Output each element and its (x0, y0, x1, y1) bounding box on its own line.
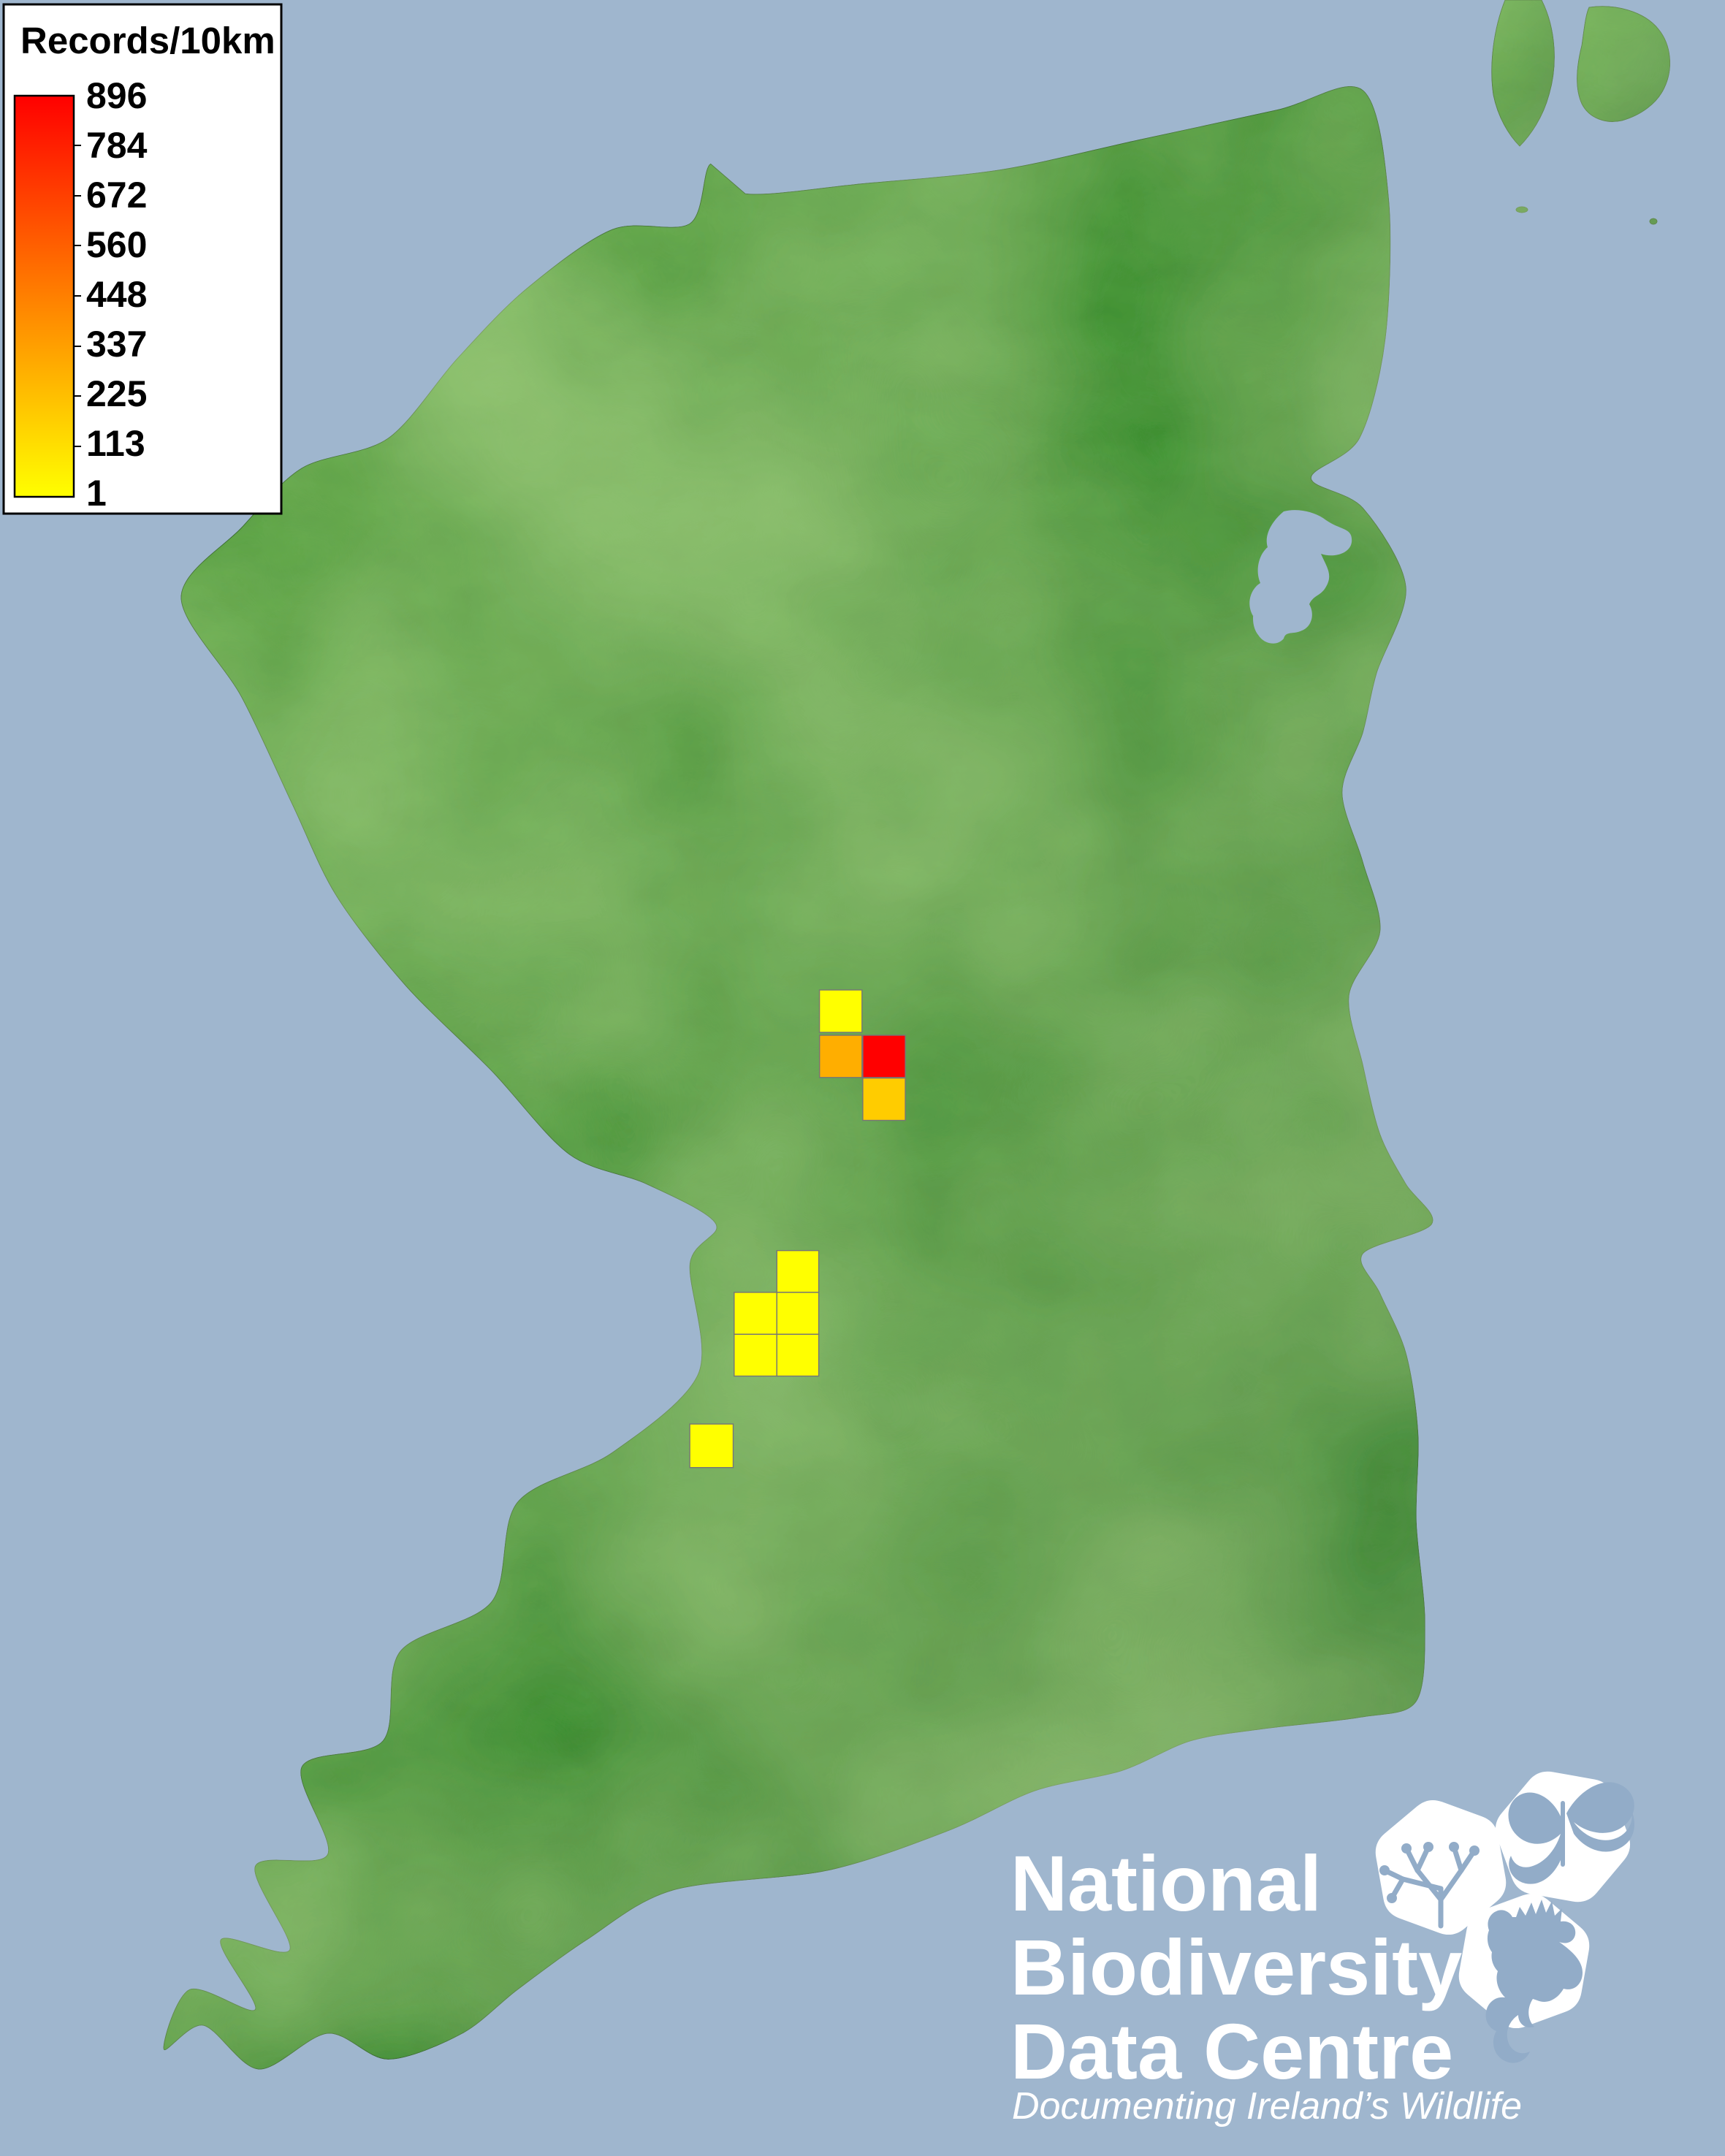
svg-text:Data Centre: Data Centre (1010, 2007, 1453, 2095)
svg-text:896: 896 (86, 75, 147, 116)
svg-text:225: 225 (86, 373, 147, 414)
svg-text:National: National (1010, 1839, 1322, 1927)
svg-text:Documenting Ireland’s Wildlife: Documenting Ireland’s Wildlife (1012, 2085, 1522, 2128)
svg-text:448: 448 (86, 274, 147, 315)
svg-text:560: 560 (86, 224, 147, 265)
svg-text:113: 113 (86, 423, 145, 464)
svg-text:Biodiversity: Biodiversity (1010, 1923, 1462, 2011)
svg-text:1: 1 (86, 473, 107, 514)
svg-text:784: 784 (86, 125, 148, 166)
svg-text:Records/10km: Records/10km (20, 20, 275, 61)
svg-text:337: 337 (86, 324, 147, 365)
svg-text:672: 672 (86, 175, 147, 216)
